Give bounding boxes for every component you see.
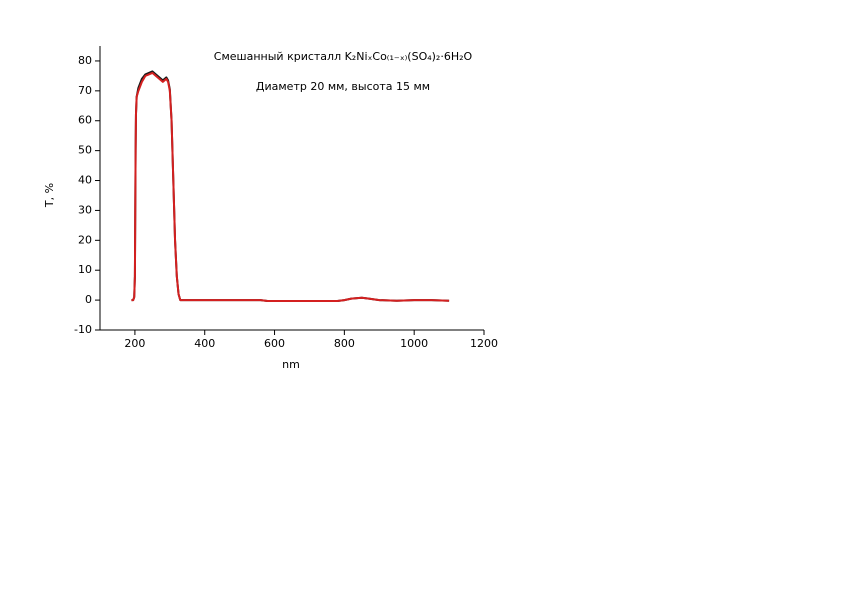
y-tick-label: 20 <box>78 233 92 246</box>
y-tick-label: 0 <box>85 293 92 306</box>
y-tick-label: 80 <box>78 54 92 67</box>
x-tick-label: 1000 <box>400 337 428 350</box>
x-tick-label: 800 <box>334 337 355 350</box>
y-tick-label: 70 <box>78 84 92 97</box>
series-line <box>131 70 450 302</box>
series-line <box>131 71 450 302</box>
y-tick-label: 10 <box>78 263 92 276</box>
chart-subtitle: Диаметр 20 мм, высота 15 мм <box>256 80 430 93</box>
x-axis-label: nm <box>282 358 300 371</box>
x-tick-label: 1200 <box>470 337 498 350</box>
x-tick-label: 600 <box>264 337 285 350</box>
y-tick-label: 50 <box>78 144 92 157</box>
x-tick-label: 400 <box>194 337 215 350</box>
y-tick-label: 40 <box>78 174 92 187</box>
chart-title: Смешанный кристалл K₂NiₓCo₍₁₋ₓ₎(SO₄)₂·6H… <box>214 50 473 63</box>
y-tick-label: -10 <box>74 323 92 336</box>
y-axis-label: T, % <box>43 183 56 208</box>
y-tick-label: 30 <box>78 203 92 216</box>
x-tick-label: 200 <box>124 337 145 350</box>
y-tick-label: 60 <box>78 114 92 127</box>
